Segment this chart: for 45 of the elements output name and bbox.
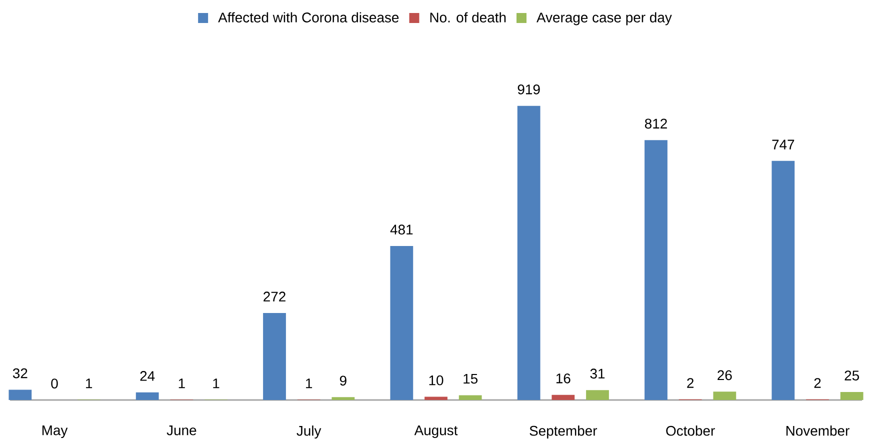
legend-label: Affected with Corona disease xyxy=(218,12,399,22)
data-label: 26 xyxy=(718,370,732,380)
x-tick-label: September xyxy=(530,426,598,439)
data-label: 1 xyxy=(178,378,185,388)
bar xyxy=(332,397,355,400)
bar xyxy=(644,140,668,400)
data-label: 24 xyxy=(140,371,155,381)
x-tick-label: July xyxy=(296,426,322,439)
x-tick-label: August xyxy=(414,426,458,438)
data-label: 747 xyxy=(772,140,794,150)
data-label: 16 xyxy=(556,373,570,384)
bar xyxy=(772,160,795,400)
data-label: 919 xyxy=(518,84,540,94)
data-label: 32 xyxy=(12,368,28,378)
bar xyxy=(713,392,736,400)
legend-label: No. of death xyxy=(430,12,506,22)
x-tick-label: November xyxy=(786,426,850,436)
bar xyxy=(424,396,448,400)
data-label: 1 xyxy=(306,378,312,388)
data-label: 15 xyxy=(464,374,478,384)
bar xyxy=(390,246,414,400)
data-label: 2 xyxy=(814,378,821,388)
data-label: 272 xyxy=(264,292,286,302)
bar xyxy=(840,392,864,400)
bar xyxy=(586,390,609,400)
data-label: 25 xyxy=(844,370,859,380)
bar xyxy=(263,312,286,400)
bar xyxy=(517,106,540,400)
bar xyxy=(458,395,482,400)
data-label: 10 xyxy=(429,375,444,386)
data-label: 31 xyxy=(590,368,605,379)
legend-label: Average case per day xyxy=(536,12,672,26)
data-label: 1 xyxy=(213,378,220,388)
data-label: 9 xyxy=(340,376,346,386)
data-label: 0 xyxy=(51,378,58,388)
bar xyxy=(136,392,159,400)
x-tick-label: May xyxy=(42,426,68,438)
bar xyxy=(8,390,32,400)
data-label: 481 xyxy=(390,224,413,235)
data-label: 2 xyxy=(687,378,694,388)
x-tick-label: June xyxy=(166,426,196,436)
bar xyxy=(552,394,575,400)
data-label: 812 xyxy=(644,118,667,129)
x-tick-label: October xyxy=(666,426,715,436)
data-label: 1 xyxy=(86,378,92,388)
